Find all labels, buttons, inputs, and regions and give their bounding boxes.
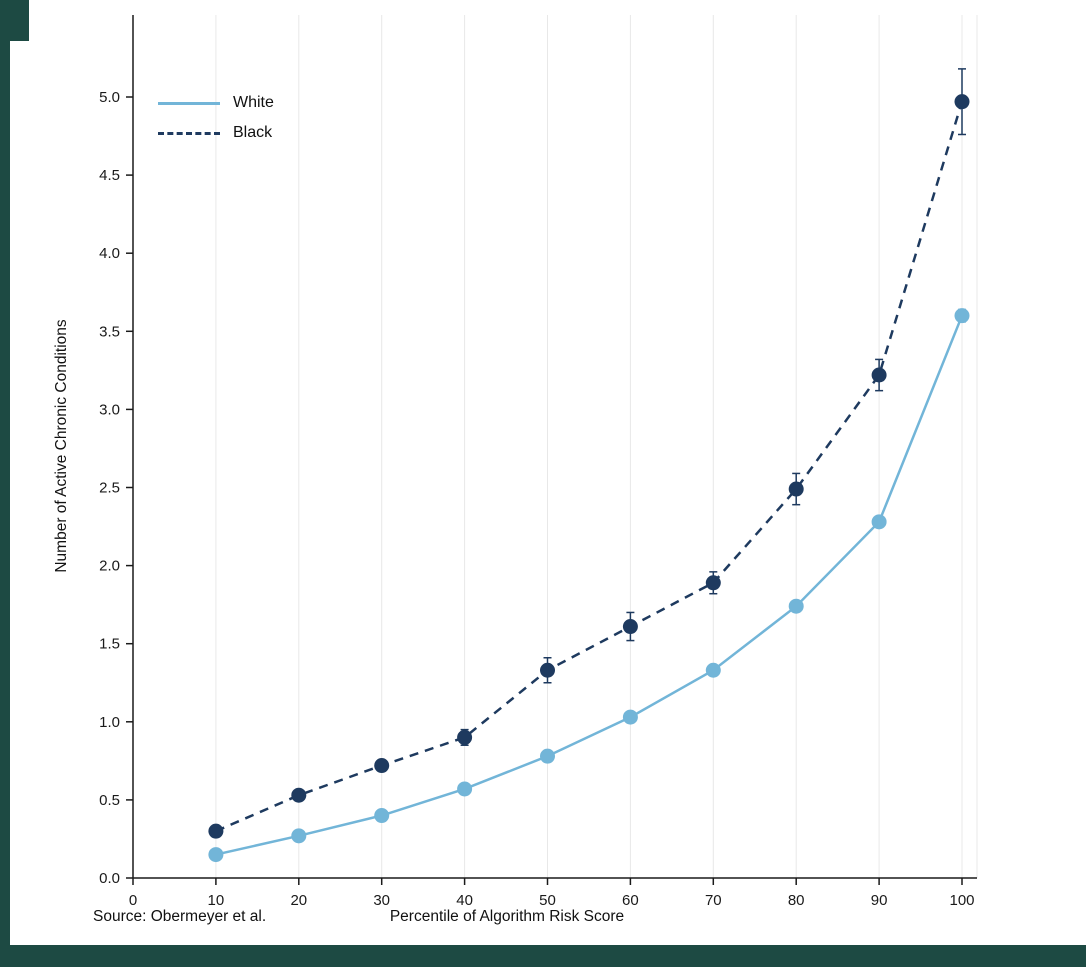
svg-text:80: 80 [788, 892, 805, 909]
bottom-accent-strip [0, 945, 1086, 967]
legend: White Black [158, 88, 274, 148]
svg-text:40: 40 [456, 892, 473, 909]
legend-label-white: White [233, 94, 274, 111]
svg-text:20: 20 [290, 892, 307, 909]
top-left-accent-block [0, 0, 29, 41]
svg-text:1.5: 1.5 [99, 636, 120, 653]
white-series-line-swatch [158, 101, 220, 105]
legend-item-black: Black [158, 118, 274, 148]
svg-text:50: 50 [539, 892, 556, 909]
svg-text:0: 0 [129, 892, 137, 909]
svg-text:70: 70 [705, 892, 722, 909]
y-axis-label: Number of Active Chronic Conditions [53, 319, 70, 573]
svg-text:1.0: 1.0 [99, 714, 120, 731]
svg-text:30: 30 [373, 892, 390, 909]
svg-text:4.0: 4.0 [99, 245, 120, 262]
black-series-line-swatch [158, 131, 220, 135]
x-axis-label: Percentile of Algorithm Risk Score [389, 908, 625, 925]
svg-text:2.0: 2.0 [99, 558, 120, 575]
svg-text:3.0: 3.0 [99, 401, 120, 418]
left-accent-strip [0, 0, 10, 967]
svg-text:2.5: 2.5 [99, 480, 120, 497]
source-text: Source: Obermeyer et al. [93, 908, 267, 925]
legend-label-black: Black [233, 124, 273, 141]
svg-text:60: 60 [622, 892, 639, 909]
svg-text:0.5: 0.5 [99, 792, 120, 809]
svg-text:90: 90 [871, 892, 888, 909]
svg-text:10: 10 [208, 892, 225, 909]
svg-text:0.0: 0.0 [99, 870, 120, 887]
svg-text:4.5: 4.5 [99, 167, 120, 184]
svg-text:3.5: 3.5 [99, 323, 120, 340]
legend-item-white: White [158, 88, 274, 118]
svg-text:100: 100 [949, 892, 974, 909]
svg-text:5.0: 5.0 [99, 89, 120, 106]
